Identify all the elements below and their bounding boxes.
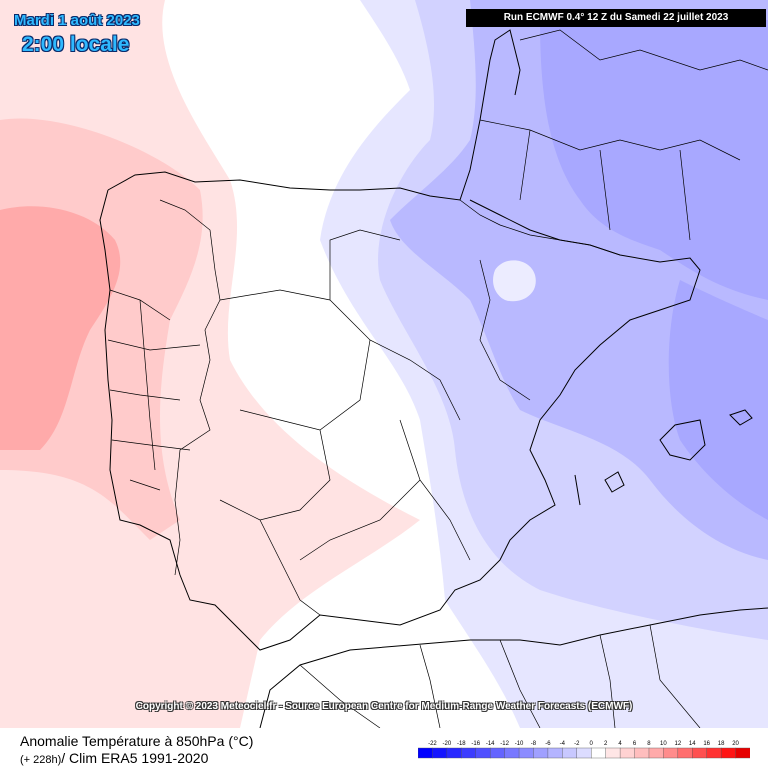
climatology-reference: / Clim ERA5 1991-2020 [61,750,209,766]
borders [107,29,768,728]
legend-swatch [489,747,506,759]
legend-swatch [720,747,737,759]
legend-swatch [648,747,664,759]
legend-swatch [591,747,607,759]
legend-tick-label: -2 [574,741,580,747]
legend-swatch [576,747,592,759]
legend-swatch [677,747,693,759]
legend-swatch [663,747,679,759]
legend-tick-labels: -22 -20 -18 -16 -14 -12 -10 -8 -6 -4 -2 0 2 4 6 8 10 12 14… [428,741,739,747]
legend-tick-label: 8 [647,741,651,747]
lead-time: (+ 228h) [20,754,62,766]
legend-tick-label: 16 [703,741,710,747]
legend-tick-label: -4 [560,741,566,747]
border-morocco-algeria [419,634,616,728]
legend-swatch [504,747,520,759]
legend-tick-label: 14 [689,741,696,747]
forecast-date: Mardi 1 août 2023 [14,12,140,29]
legend-swatch [634,747,650,759]
spain-regions [219,229,531,616]
legend-tick-label: 10 [660,741,667,747]
legend-tick-label: -8 [531,741,537,747]
map-footer: Anomalie Température à 850hPa (°C) (+ 22… [0,728,768,768]
legend-tick-label: -10 [515,741,524,747]
sardinia-corsica-hint [574,474,581,506]
legend-swatch [533,747,549,759]
legend-swatch [475,747,491,759]
legend-swatch [735,747,750,759]
temperature-anomaly-map [0,0,768,728]
legend-swatch [562,747,578,759]
field-blue-strong [540,20,768,300]
legend-tick-label: 20 [732,741,739,747]
iberia-coast [99,29,701,651]
lead-and-clim: (+ 228h)/ Clim ERA5 1991-2020 [20,750,208,766]
legend-tick-label: 6 [633,741,637,747]
field-blue-strong-east [668,280,768,520]
legend-swatch [706,747,722,759]
mallorca [659,419,706,461]
legend-swatch [619,747,636,759]
legend-tick-label: 18 [718,741,725,747]
legend-tick-label: -6 [545,741,551,747]
legend-swatch [418,747,433,759]
legend-tick-label: -20 [443,741,452,747]
legend-tick-label: 4 [618,741,622,747]
field-white-pocket [493,260,536,302]
border-spain-portugal [159,199,221,576]
maghreb-regions [299,624,701,728]
ibiza [604,471,625,493]
legend-tick-label: -18 [457,741,466,747]
forecast-time: 2:00 locale [22,33,130,56]
legend-swatches [418,747,750,759]
legend-tick-label: 0 [590,741,594,747]
legend-swatch [605,747,621,759]
france-regions [479,119,741,241]
legend-swatch [692,747,708,759]
legend-tick-label: -14 [486,741,495,747]
legend-tick-label: -22 [428,741,437,747]
portugal-districts [107,289,201,491]
legend-swatch [518,747,534,759]
parameter-title: Anomalie Température à 850hPa (°C) [20,733,254,749]
legend-swatch [446,747,462,759]
legend-swatch [432,747,448,759]
legend-tick-label: -16 [471,741,480,747]
legend-tick-label: 12 [674,741,681,747]
color-scale-legend: -22 -20 -18 -16 -14 -12 -10 -8 -6 -4 -2 0 2 4 6 8 10 12 14… [418,741,750,759]
legend-tick-label: -12 [500,741,509,747]
menorca [729,409,753,426]
copyright-notice: Copyright © 2023 Meteociel.fr - Source E… [135,701,633,712]
legend-tick-label: 2 [604,741,608,747]
run-info-banner: Run ECMWF 0.4° 12 Z du Samedi 22 juillet… [466,9,766,27]
legend-swatch [547,747,563,759]
field-pink-strong [0,206,121,450]
border-pyrenees [459,199,621,256]
border-france-east [519,29,768,71]
legend-swatch [461,747,477,759]
